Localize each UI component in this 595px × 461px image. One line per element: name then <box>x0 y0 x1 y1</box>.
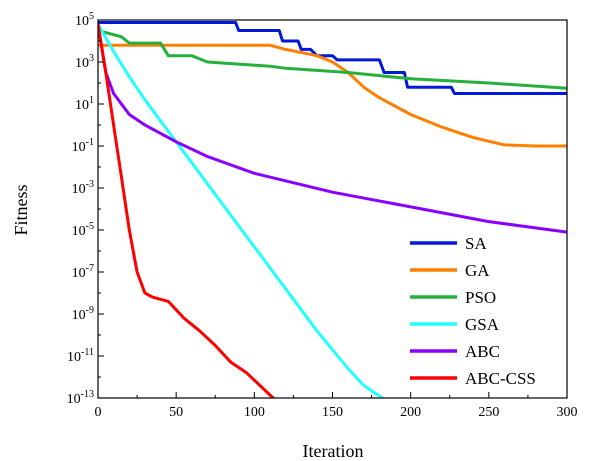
series-layer <box>98 21 567 398</box>
axes-layer: 0 50 100 150 200 250 300 105 103 101 10-1 10-3 10-5 1… <box>67 11 578 420</box>
legend-label-ga: GA <box>465 261 490 280</box>
y-tick-label: 10-7 <box>72 263 94 281</box>
x-tick-label: 0 <box>95 405 102 420</box>
legend-label-gsa: GSA <box>465 315 500 334</box>
y-tick-label: 10-1 <box>72 137 94 155</box>
x-tick-label: 200 <box>400 405 421 420</box>
y-tick-label: 10-11 <box>67 347 94 365</box>
legend: SA GA PSO GSA ABC ABC-CSS <box>410 234 536 388</box>
y-tick-label: 10-3 <box>72 179 94 197</box>
y-tick-label: 103 <box>75 53 94 71</box>
series-line-abc <box>98 22 567 234</box>
y-tick-label: 10-5 <box>72 221 94 239</box>
legend-label-abc: ABC <box>465 342 500 361</box>
x-tick-label: 100 <box>244 405 265 420</box>
x-tick-label: 250 <box>478 405 499 420</box>
x-tick-label: 150 <box>322 405 343 420</box>
legend-label-abc-css: ABC-CSS <box>465 369 536 388</box>
y-tick-label: 10-9 <box>72 305 94 323</box>
y-tick-label: 101 <box>75 95 94 113</box>
series-line-abc-css <box>98 22 275 398</box>
y-axis-title: Fitness <box>11 184 31 235</box>
legend-label-sa: SA <box>465 234 487 253</box>
x-axis-title: Iteration <box>303 441 364 461</box>
x-tick-label: 300 <box>557 405 578 420</box>
series-line-gsa <box>98 22 384 398</box>
legend-label-pso: PSO <box>465 288 496 307</box>
series-line-pso <box>98 29 567 90</box>
y-tick-label: 10-13 <box>67 389 94 407</box>
series-line-sa <box>98 21 567 95</box>
x-tick-label: 50 <box>169 405 183 420</box>
y-tick-label: 105 <box>75 11 94 29</box>
